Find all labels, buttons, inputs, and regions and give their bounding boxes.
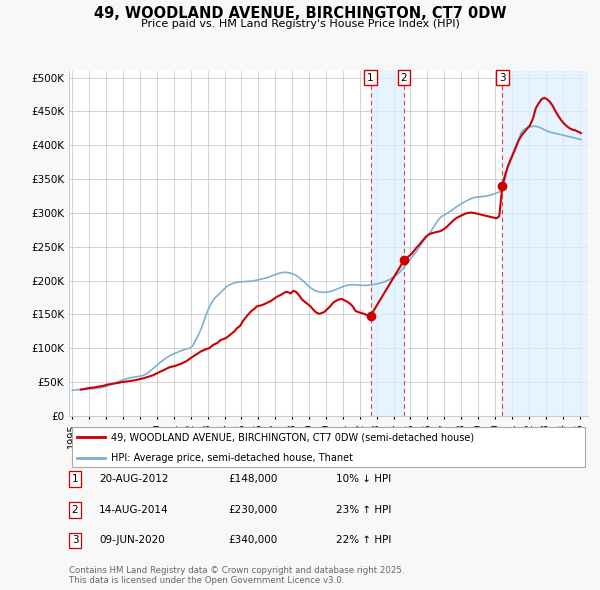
Text: 23% ↑ HPI: 23% ↑ HPI (336, 505, 391, 514)
Text: 3: 3 (71, 536, 79, 545)
Text: 20-AUG-2012: 20-AUG-2012 (99, 474, 169, 484)
Text: 2: 2 (401, 73, 407, 83)
Text: Contains HM Land Registry data © Crown copyright and database right 2025.
This d: Contains HM Land Registry data © Crown c… (69, 566, 404, 585)
Text: 14-AUG-2014: 14-AUG-2014 (99, 505, 169, 514)
Text: 49, WOODLAND AVENUE, BIRCHINGTON, CT7 0DW: 49, WOODLAND AVENUE, BIRCHINGTON, CT7 0D… (94, 6, 506, 21)
Text: Price paid vs. HM Land Registry's House Price Index (HPI): Price paid vs. HM Land Registry's House … (140, 19, 460, 29)
Text: 09-JUN-2020: 09-JUN-2020 (99, 536, 165, 545)
Text: £148,000: £148,000 (228, 474, 277, 484)
Text: HPI: Average price, semi-detached house, Thanet: HPI: Average price, semi-detached house,… (110, 453, 353, 463)
Text: £340,000: £340,000 (228, 536, 277, 545)
Bar (502, 71, 588, 416)
Text: 22% ↑ HPI: 22% ↑ HPI (336, 536, 391, 545)
Text: 1: 1 (367, 73, 374, 83)
Text: 3: 3 (499, 73, 506, 83)
Text: £230,000: £230,000 (228, 505, 277, 514)
Text: 1: 1 (71, 474, 79, 484)
Text: 49, WOODLAND AVENUE, BIRCHINGTON, CT7 0DW (semi-detached house): 49, WOODLAND AVENUE, BIRCHINGTON, CT7 0D… (110, 432, 473, 442)
Text: 2: 2 (71, 505, 79, 514)
FancyBboxPatch shape (71, 427, 586, 467)
Bar (371, 71, 404, 416)
Text: 10% ↓ HPI: 10% ↓ HPI (336, 474, 391, 484)
